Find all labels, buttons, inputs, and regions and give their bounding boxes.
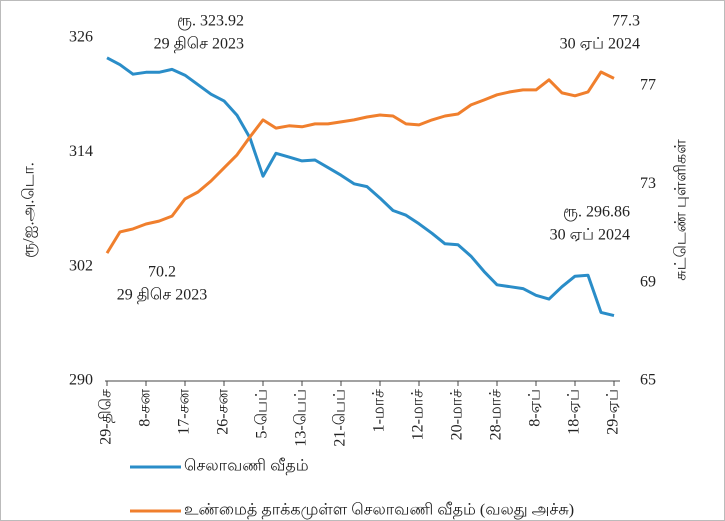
y-tick-label: 326 (69, 29, 93, 46)
x-tick-label: 20-மாச் (449, 389, 466, 441)
annotation: 29 திசெ 2023 (117, 287, 207, 304)
x-tick-label: 8-சன (137, 389, 154, 427)
y-tick-label: 302 (69, 257, 93, 274)
y2-tick-label: 73 (640, 175, 656, 192)
x-tick-label: 5-பெப் (254, 389, 271, 439)
legend-label: செலாவணி வீதம் (184, 458, 309, 475)
y-tick-label: 290 (69, 372, 93, 389)
y2-tick-label: 65 (640, 372, 656, 389)
x-tick-label: 18-ஏப் (566, 389, 583, 435)
x-tick-label: 1-மாச் (371, 389, 388, 433)
x-tick-label: 29-ஏப் (605, 389, 622, 435)
y2-tick-label: 69 (640, 273, 656, 290)
annotation: 70.2 (148, 264, 176, 281)
series-line (106, 56, 615, 318)
series-line (105, 70, 615, 254)
annotation: 30 ஏப் 2024 (550, 227, 630, 244)
x-tick-label: 28-மாச் (488, 389, 505, 441)
annotation: ரூ. 296.86 (563, 204, 630, 222)
y2-axis-label: சுட்டெண் புள்ளிகள் (673, 139, 690, 281)
x-tick-label: 29-திசெ (98, 389, 115, 445)
annotation: ரூ. 323.92 (177, 13, 244, 31)
x-tick-label: 13-பெப் (293, 389, 310, 447)
annotation: 30 ஏப் 2024 (560, 36, 640, 53)
legend-label: உண்மைத் தாக்கமுள்ள செலாவணி வீதம் (வலது அ… (184, 502, 574, 520)
y-axis-label: ரூ/ஐ.அ.டொ. (21, 162, 39, 258)
y-tick-label: 314 (69, 143, 93, 160)
x-tick-label: 17-சன (176, 389, 193, 435)
x-tick-label: 26-சன (215, 389, 232, 435)
x-tick-label: 21-பெப் (332, 389, 349, 447)
x-tick-label: 12-மாச் (410, 389, 427, 441)
annotation: 77.3 (612, 13, 640, 30)
y2-tick-label: 77 (640, 76, 656, 93)
x-tick-label: 8-ஏப் (527, 389, 544, 427)
annotation: 29 திசெ 2023 (154, 36, 244, 53)
